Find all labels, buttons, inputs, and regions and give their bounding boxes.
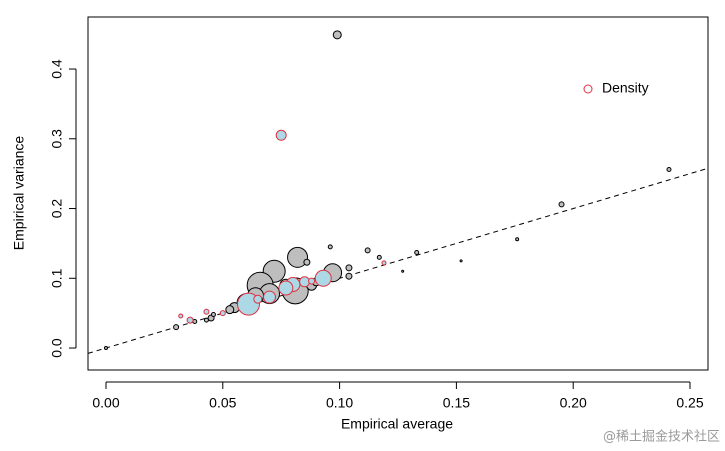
- x-tick-label: 0.10: [326, 395, 353, 411]
- legend-label: Density: [602, 80, 649, 96]
- y-axis-label: Empirical variance: [11, 136, 27, 251]
- bubble: [186, 316, 194, 324]
- bubble: [178, 313, 184, 319]
- bubble: [666, 166, 672, 172]
- bubble: [364, 247, 371, 254]
- bubble: [219, 310, 226, 317]
- watermark: @稀土掘金技术社区: [603, 429, 720, 445]
- bubble: [345, 264, 353, 272]
- plot-box: [87, 16, 709, 371]
- x-tick-label: 0.00: [92, 395, 119, 411]
- bubble: [210, 312, 216, 318]
- bubble: [299, 276, 311, 288]
- y-tick-label: 0.4: [49, 59, 65, 79]
- x-axis-label: Empirical average: [341, 416, 453, 432]
- bubble: [287, 246, 309, 268]
- bubble: [376, 254, 382, 260]
- bubble: [203, 308, 210, 315]
- legend-marker: [583, 84, 593, 94]
- bubble: [103, 346, 108, 351]
- bubble: [308, 277, 316, 285]
- reference-line: [87, 167, 709, 354]
- bubble: [275, 129, 287, 141]
- y-tick-label: 0.1: [49, 268, 65, 288]
- bubble: [345, 272, 353, 280]
- bubble: [414, 249, 420, 255]
- bubble: [459, 259, 463, 263]
- y-tick-label: 0.0: [49, 338, 65, 358]
- bubble: [558, 201, 565, 208]
- bubble: [303, 258, 311, 266]
- x-tick-label: 0.20: [560, 395, 587, 411]
- bubble: [332, 30, 342, 40]
- x-tick-label: 0.05: [209, 395, 236, 411]
- bubble: [327, 244, 333, 250]
- bubble: [263, 290, 277, 304]
- bubble: [253, 294, 263, 304]
- x-tick-label: 0.15: [443, 395, 470, 411]
- bubble: [203, 317, 209, 323]
- y-tick-label: 0.3: [49, 129, 65, 149]
- bubble: [278, 280, 294, 296]
- bubble: [381, 260, 387, 266]
- bubble: [225, 305, 235, 315]
- bubble: [314, 269, 332, 287]
- y-tick-label: 0.2: [49, 199, 65, 219]
- bubble: [401, 269, 405, 273]
- bubble: [173, 324, 180, 331]
- x-tick-label: 0.25: [676, 395, 703, 411]
- bubble: [515, 237, 520, 242]
